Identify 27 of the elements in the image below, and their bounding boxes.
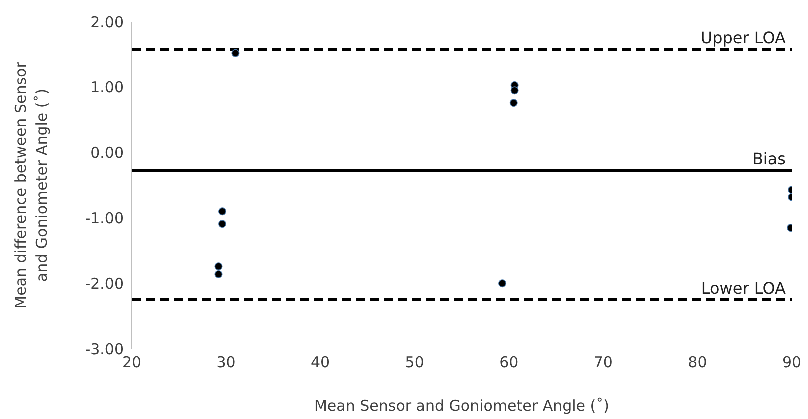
point (214, 262, 223, 271)
point (510, 86, 519, 95)
point (218, 220, 227, 228)
ref-line-label: Upper LOA (700, 28, 786, 48)
y-axis-title: Mean difference between Sensor and Goniometer Angle (˚) (12, 61, 51, 309)
point (510, 99, 518, 108)
y-tick-label: -3.00 (85, 340, 124, 358)
y-tick-label: 1.00 (90, 78, 124, 97)
point (232, 49, 240, 58)
point (218, 208, 227, 216)
x-tick-label: 80 (688, 354, 708, 372)
y-tick-label: -2.00 (85, 274, 124, 293)
x-tick-label: 70 (594, 354, 613, 372)
ref-line-label: Lower LOA (701, 278, 786, 298)
point (498, 280, 507, 288)
x-tick-label: 90 (782, 354, 802, 372)
point (214, 270, 223, 278)
y-tick-label: -1.00 (85, 210, 124, 228)
x-tick-label: 30 (216, 354, 236, 372)
x-tick-label: 40 (311, 354, 330, 372)
y-tick-label: 0.00 (90, 144, 124, 162)
ref-line-label: Bias (752, 149, 786, 168)
x-axis-title: Mean Sensor and Goniometer Angle (˚) (314, 397, 610, 415)
y-tick-label: 2.00 (90, 13, 124, 32)
x-tick-label: 60 (500, 354, 519, 372)
x-tick-label: 50 (405, 354, 424, 372)
x-tick-label: 20 (122, 354, 142, 372)
